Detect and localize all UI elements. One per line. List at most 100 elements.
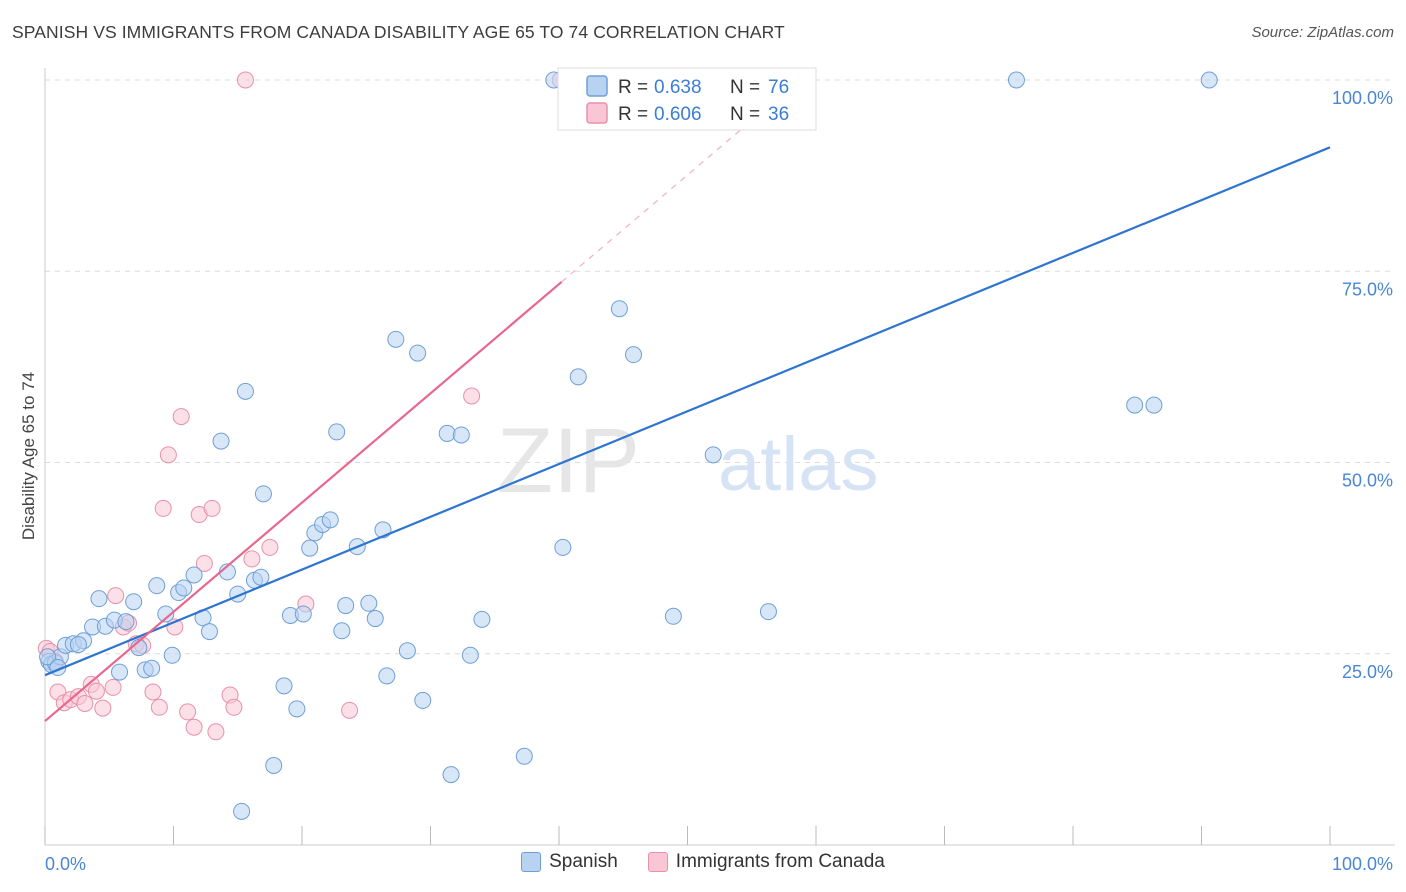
data-point-spanish: [321, 511, 339, 529]
trend-line-spanish: [44, 146, 1331, 677]
data-point-spanish: [252, 568, 270, 586]
y-tick-label: 50.0%: [1342, 471, 1393, 491]
data-point-spanish: [288, 700, 306, 718]
data-point-spanish: [1007, 71, 1025, 89]
data-point-canada: [195, 554, 213, 572]
data-point-canada: [159, 446, 177, 464]
x-tick-label: 100.0%: [1332, 854, 1393, 874]
x-tick-labels: 0.0% 100.0%: [45, 854, 1393, 874]
data-point-spanish: [275, 677, 293, 695]
chart-source: Source: ZipAtlas.com: [1251, 24, 1394, 41]
y-tick-label: 75.0%: [1342, 279, 1393, 299]
data-point-spanish: [265, 756, 283, 774]
legend-r-value-spanish: 0.638: [654, 77, 702, 98]
legend-r-label-spanish: R =: [618, 77, 648, 98]
data-point-spanish: [409, 344, 427, 362]
data-point-spanish: [414, 691, 432, 709]
legend-n-label-canada: N =: [730, 104, 760, 125]
data-point-spanish: [175, 579, 193, 597]
data-point-spanish: [473, 610, 491, 628]
data-point-spanish: [442, 766, 460, 784]
data-point-spanish: [610, 300, 628, 318]
legend-swatch-spanish-bottom: [521, 852, 542, 872]
data-point-spanish: [333, 622, 351, 640]
data-point-canada: [236, 71, 254, 89]
data-point-spanish: [1126, 396, 1144, 414]
data-point-canada: [225, 698, 243, 716]
data-point-spanish: [233, 802, 251, 820]
legend-swatch-spanish: [586, 75, 608, 97]
legend-r-value-canada: 0.606: [654, 104, 702, 125]
legend-swatch-canada-bottom: [647, 852, 668, 872]
data-point-canada: [243, 550, 261, 568]
data-point-spanish: [366, 610, 384, 628]
x-tick-label: 0.0%: [45, 854, 86, 874]
data-point-spanish: [387, 330, 405, 348]
trend-lines: [44, 125, 1331, 722]
data-point-spanish: [200, 623, 218, 641]
data-point-canada: [203, 499, 221, 517]
data-point-spanish: [452, 426, 470, 444]
legend-label-canada: Immigrants from Canada: [675, 851, 885, 872]
stats-legend: R = 0.638 N = 76 R = 0.606 N = 36: [557, 67, 817, 131]
data-point-spanish: [111, 663, 129, 681]
data-point-spanish: [143, 659, 161, 677]
data-point-spanish: [294, 605, 312, 623]
data-point-spanish: [148, 577, 166, 595]
y-tick-labels: 25.0% 50.0% 75.0% 100.0%: [1332, 88, 1393, 682]
data-point-canada: [150, 698, 168, 716]
legend-item-spanish[interactable]: Spanish: [521, 851, 618, 873]
legend-n-value-spanish: 76: [768, 77, 789, 98]
data-point-canada: [144, 683, 162, 701]
y-axis-label: Disability Age 65 to 74: [19, 372, 38, 540]
data-point-spanish: [515, 747, 533, 765]
legend-item-canada[interactable]: Immigrants from Canada: [647, 851, 885, 873]
data-point-spanish: [301, 539, 319, 557]
data-point-spanish: [759, 603, 777, 621]
data-point-spanish: [1200, 71, 1218, 89]
legend-label-spanish: Spanish: [549, 851, 618, 872]
data-point-spanish: [328, 423, 346, 441]
data-point-spanish: [378, 667, 396, 685]
data-point-canada: [207, 723, 225, 741]
legend-swatch-canada: [586, 102, 608, 124]
data-point-canada: [172, 408, 190, 426]
data-point-spanish: [90, 590, 108, 608]
data-point-spanish: [360, 594, 378, 612]
data-point-canada: [104, 678, 122, 696]
trend-line-canada-extrapolated: [561, 125, 746, 283]
chart-title: SPANISH VS IMMIGRANTS FROM CANADA DISABI…: [12, 22, 785, 42]
axes: [44, 68, 1395, 846]
legend-n-label-spanish: N =: [730, 77, 760, 98]
data-point-spanish: [398, 642, 416, 660]
data-point-spanish: [125, 593, 143, 611]
series-legend: Spanish Immigrants from Canada: [0, 851, 1406, 873]
data-point-canada: [261, 538, 279, 556]
data-point-spanish: [1145, 396, 1163, 414]
data-point-canada: [179, 703, 197, 721]
series-canada-points: [37, 71, 569, 741]
data-point-canada: [154, 499, 172, 517]
data-point-canada: [185, 718, 203, 736]
y-tick-label: 25.0%: [1342, 662, 1393, 682]
trend-line-canada: [44, 281, 563, 722]
data-point-canada: [341, 701, 359, 719]
watermark-atlas: atlas: [718, 422, 879, 507]
y-tick-label: 100.0%: [1332, 88, 1393, 108]
data-point-spanish: [254, 485, 272, 503]
data-point-spanish: [185, 566, 203, 584]
data-point-spanish: [236, 382, 254, 400]
data-point-canada: [107, 587, 125, 605]
data-point-canada: [463, 387, 481, 405]
legend-n-value-canada: 36: [768, 104, 789, 125]
data-point-canada: [94, 699, 112, 717]
data-point-spanish: [704, 446, 722, 464]
data-point-canada: [87, 682, 105, 700]
data-point-spanish: [438, 424, 456, 442]
data-point-spanish: [569, 368, 587, 386]
watermark: ZIP atlas: [497, 410, 879, 512]
data-point-spanish: [163, 646, 181, 664]
data-point-spanish: [157, 605, 175, 623]
data-point-spanish: [212, 432, 230, 450]
